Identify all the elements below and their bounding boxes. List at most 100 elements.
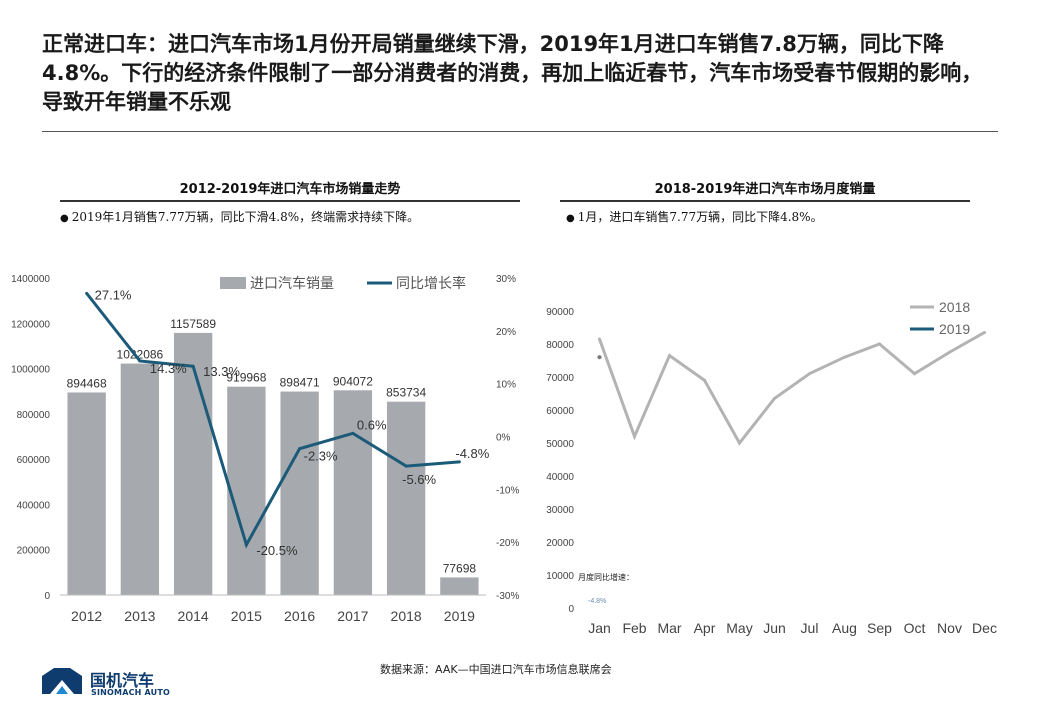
y-tick-label: 40000: [546, 472, 574, 483]
y-left-tick-label: 0: [44, 591, 50, 602]
right-line-chart: 0 10000 20000 30000 40000 50000 60000 70000 8000…: [546, 299, 997, 636]
growth-point-2015: [244, 543, 248, 547]
point-2018-Sep: [878, 342, 881, 346]
annotation-value: -4.8%: [588, 598, 606, 605]
bar-value-label: 894468: [67, 376, 107, 390]
point-2018-Feb: [633, 434, 636, 438]
bar-value-label: 1022086: [117, 348, 164, 362]
data-source: 数据来源：AAK—中国进口汽车市场信息联席会: [380, 663, 612, 676]
x-tick-label: Mar: [657, 620, 681, 636]
logo-text-cn: 国机汽车: [90, 671, 155, 690]
point-2018-Oct: [913, 372, 916, 376]
bar-2016: [280, 391, 319, 595]
legend-label-bars: 进口汽车销量: [250, 275, 334, 291]
line-2018: [598, 331, 986, 446]
y-right-tick-label: 20%: [496, 327, 516, 338]
x-tick-label: Jul: [801, 620, 819, 636]
left-chart-note: ● 2019年1月销售7.77万辆，同比下滑4.8%，终端需求持续下降。: [60, 208, 419, 225]
growth-point-2019: [457, 460, 461, 464]
growth-value-label: -20.5%: [256, 543, 298, 558]
bar-2012: [67, 392, 106, 595]
bullet-icon: ●: [566, 213, 575, 224]
sinomach-logo-icon: [42, 668, 82, 694]
growth-value-label: 27.1%: [95, 287, 132, 302]
right-chart-title: 2018-2019年进口汽车市场月度销量: [654, 182, 876, 197]
point-2018-Aug: [843, 355, 846, 359]
y-right-tick-label: -30%: [496, 591, 519, 602]
x-tick-label: Nov: [937, 620, 962, 636]
point-2018-Jun: [773, 396, 776, 400]
left-chart-note-text: 2019年1月销售7.77万辆，同比下滑4.8%，终端需求持续下降。: [71, 210, 420, 224]
x-tick-label: May: [726, 620, 752, 636]
point-2018-Nov: [948, 350, 951, 354]
growth-value-label: -5.6%: [402, 472, 436, 487]
x-tick-label: 2014: [178, 608, 209, 624]
y-tick-label: 0: [568, 604, 574, 615]
legend-label-2019: 2019: [939, 321, 970, 337]
x-tick-label: Oct: [904, 620, 926, 636]
point-2018-Mar: [668, 354, 671, 358]
y-left-tick-label: 600000: [17, 455, 51, 466]
y-right-tick-label: 30%: [496, 274, 516, 285]
growth-value-label: 14.3%: [150, 361, 187, 376]
point-2018-Jan: [598, 337, 601, 341]
growth-value-label: 13.3%: [203, 364, 240, 379]
growth-point-2018: [404, 464, 408, 468]
y-left-tick-label: 400000: [17, 500, 51, 511]
bar-2017: [333, 390, 373, 595]
y-tick-label: 30000: [546, 505, 574, 516]
bar-2019: [440, 577, 479, 595]
x-tick-label: Feb: [622, 620, 646, 636]
x-tick-label: Jan: [588, 620, 611, 636]
growth-point-2013: [138, 359, 142, 363]
point-2018-Dec: [983, 330, 986, 334]
growth-point-2016: [298, 447, 302, 451]
y-left-tick-label: 800000: [17, 410, 51, 421]
growth-point-2017: [351, 431, 355, 435]
x-tick-label: Jun: [763, 620, 786, 636]
bar-value-label: 904072: [333, 374, 373, 388]
left-combo-chart: 0 200000 400000 600000 800000 1000000 1200000 1…: [11, 274, 519, 624]
x-tick-label: 2018: [391, 608, 422, 624]
right-chart-rule: [560, 200, 970, 202]
x-tick-label: 2016: [284, 608, 315, 624]
x-tick-label: Dec: [972, 620, 997, 636]
x-tick-label: Sep: [867, 620, 892, 636]
point-2019-Jan: [596, 354, 603, 361]
headline-divider: [42, 131, 998, 132]
y-right-tick-label: -10%: [496, 485, 519, 496]
bar-2015: [227, 386, 266, 595]
headline: 正常进口车：进口汽车市场1月份开局销量继续下滑，2019年1月进口车销售7.8万…: [42, 32, 983, 114]
y-left-tick-label: 1000000: [11, 365, 50, 376]
y-right-tick-label: -20%: [496, 538, 519, 549]
left-chart-rule: [60, 200, 520, 202]
y-tick-label: 50000: [546, 439, 574, 450]
point-2018-Apr: [703, 378, 706, 382]
point-2018-May: [738, 441, 741, 445]
growth-value-label: 0.6%: [357, 417, 387, 432]
y-left-tick-label: 1400000: [11, 274, 50, 285]
legend-label-2018: 2018: [939, 299, 970, 315]
growth-point-2014: [191, 364, 195, 368]
right-chart-note-text: 1月，进口车销售7.77万辆，同比下降4.8%。: [577, 210, 823, 224]
left-chart-title: 2012-2019年进口汽车市场销量走势: [179, 182, 401, 197]
bar-2013: [120, 363, 160, 595]
bar-value-label: 919968: [226, 371, 266, 385]
legend-label-line: 同比增长率: [396, 275, 466, 291]
x-tick-label: Aug: [832, 620, 857, 636]
x-tick-label: 2015: [231, 608, 262, 624]
x-tick-label: 2012: [71, 608, 102, 624]
y-tick-label: 20000: [546, 538, 574, 549]
right-chart-note: ● 1月，进口车销售7.77万辆，同比下降4.8%。: [566, 208, 823, 225]
bar-2014: [173, 332, 213, 595]
bar-value-label: 1157589: [170, 317, 216, 331]
x-tick-label: 2019: [444, 608, 475, 624]
y-tick-label: 70000: [546, 373, 574, 384]
y-left-tick-label: 200000: [17, 546, 51, 557]
y-right-tick-label: 0%: [496, 433, 511, 444]
y-tick-label: 80000: [546, 340, 574, 351]
bar-value-label: 853734: [386, 386, 426, 400]
y-tick-label: 10000: [546, 571, 574, 582]
growth-rate-line: [85, 292, 460, 549]
x-tick-label: 2017: [337, 608, 368, 624]
